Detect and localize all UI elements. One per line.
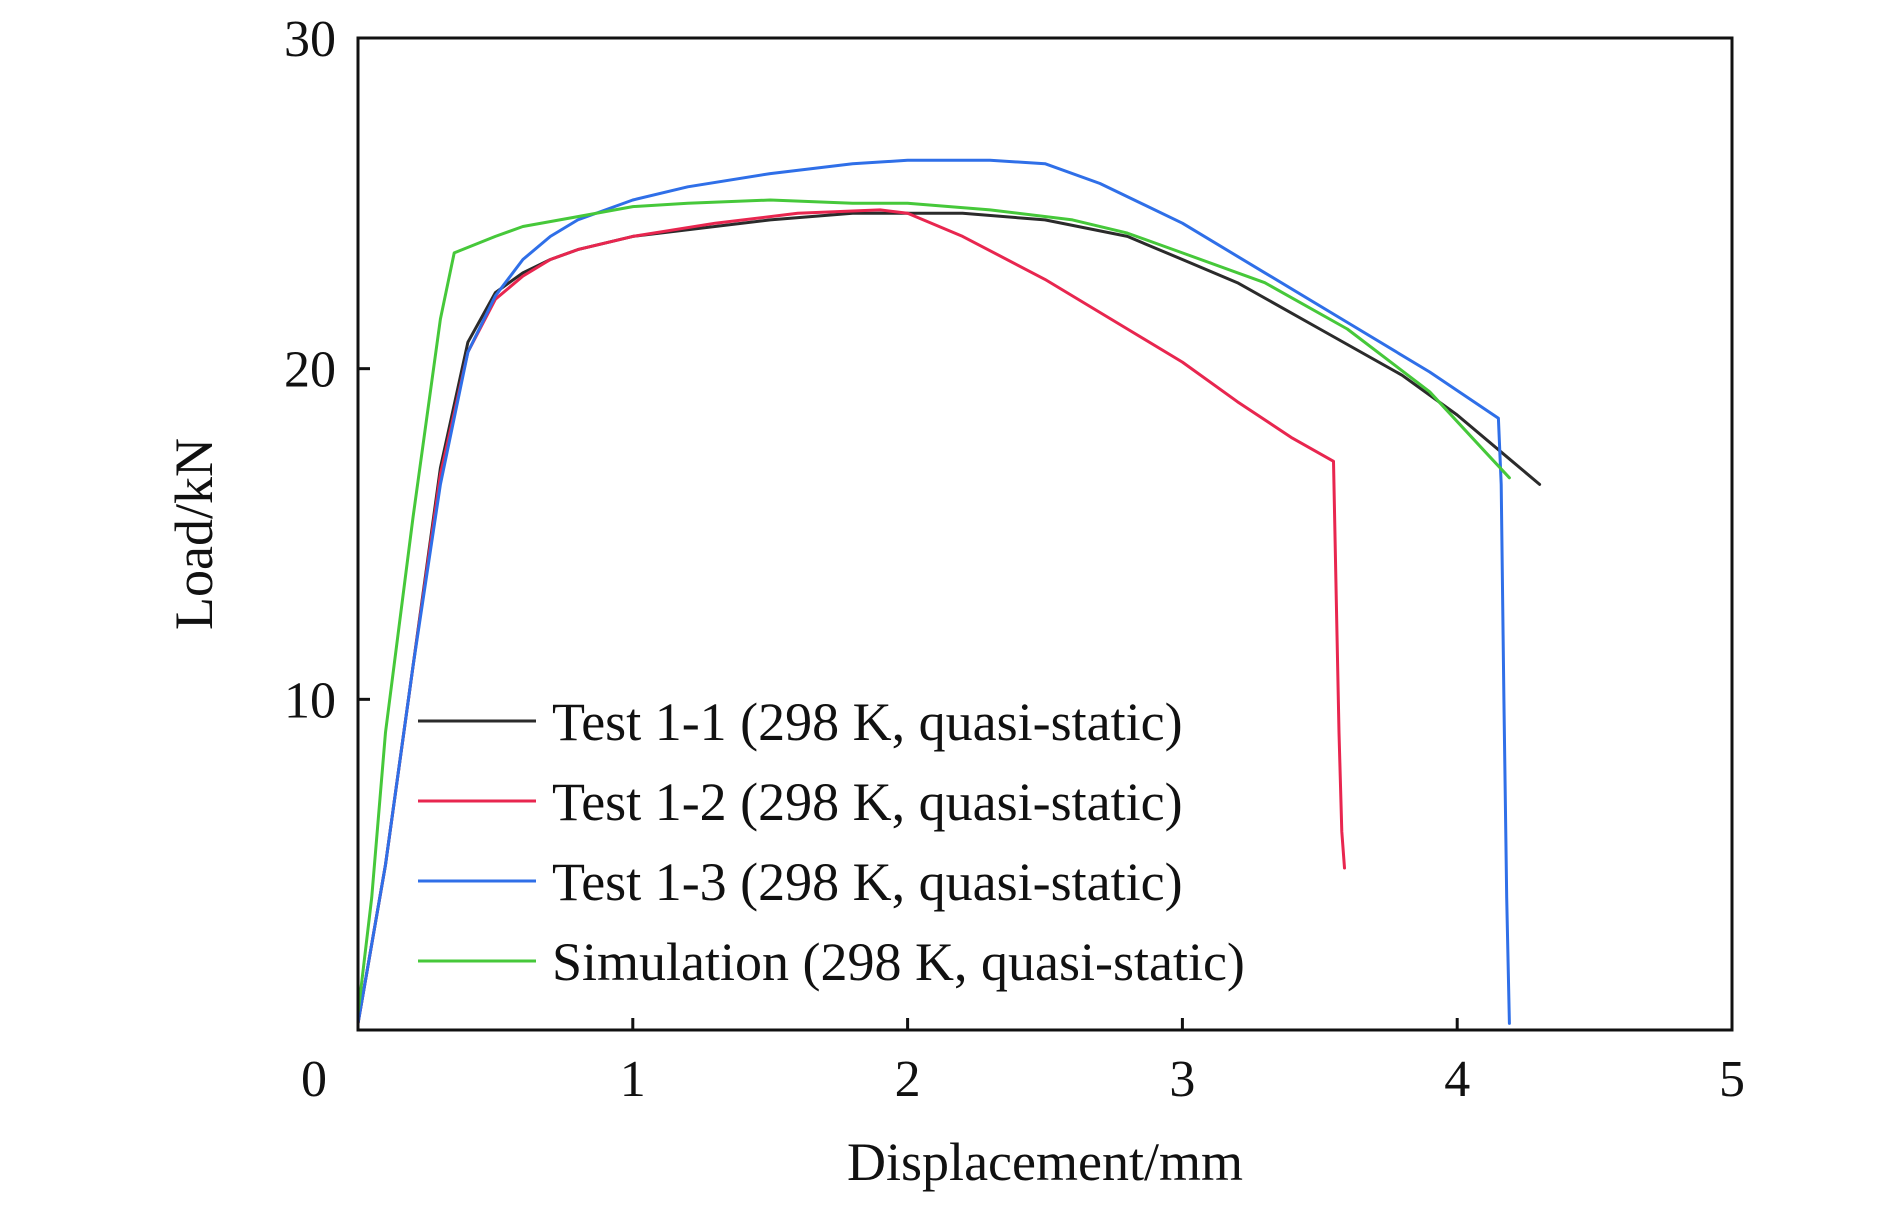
y-tick-label-20: 20 <box>284 342 336 399</box>
tick-layer: 0 1 2 3 4 5 10 20 30 <box>284 11 1745 1108</box>
x-tick-label-3: 3 <box>1169 1051 1195 1108</box>
legend-label-2: Test 1-2 (298 K, quasi-static) <box>552 772 1183 832</box>
legend: Test 1-1 (298 K, quasi-static) Test 1-2 (… <box>418 692 1245 992</box>
y-tick-label-10: 10 <box>284 672 336 729</box>
series-layer <box>356 158 1542 1025</box>
x-tick-label-2: 2 <box>895 1051 921 1108</box>
legend-label-4: Simulation (298 K, quasi-static) <box>552 932 1245 992</box>
series-line-4 <box>356 198 1511 1015</box>
x-tick-label-1: 1 <box>620 1051 646 1108</box>
plot-frame <box>356 36 1734 1032</box>
y-tick-label-30: 30 <box>284 11 336 68</box>
x-tick-label-5: 5 <box>1719 1051 1745 1108</box>
x-tick-label-4: 4 <box>1444 1051 1470 1108</box>
series-line-1 <box>356 211 1542 1025</box>
x-axis-title: Displacement/mm <box>847 1132 1243 1192</box>
y-axis-title: Load/kN <box>164 438 224 630</box>
legend-label-1: Test 1-1 (298 K, quasi-static) <box>552 692 1183 752</box>
legend-label-3: Test 1-3 (298 K, quasi-static) <box>552 852 1183 912</box>
series-line-3 <box>356 158 1511 1025</box>
x-tick-label-0: 0 <box>301 1051 327 1108</box>
